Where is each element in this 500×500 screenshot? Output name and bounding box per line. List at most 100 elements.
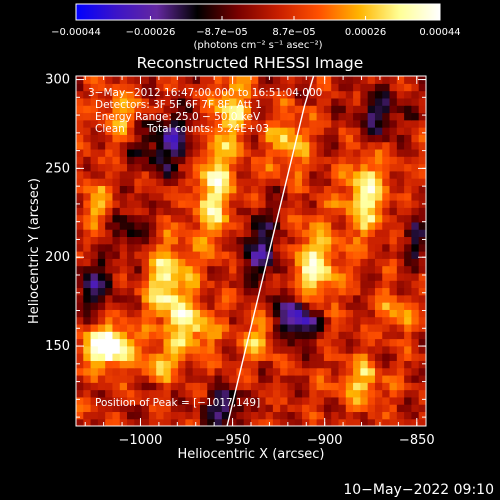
heatmap-cell bbox=[112, 156, 121, 165]
heatmap-cell bbox=[90, 265, 99, 274]
heatmap-cell bbox=[119, 221, 128, 230]
heatmap-cell bbox=[374, 404, 383, 413]
heatmap-cell bbox=[251, 316, 259, 325]
heatmap-cell bbox=[367, 265, 376, 274]
heatmap-cell bbox=[418, 229, 426, 238]
heatmap-cell bbox=[134, 338, 143, 347]
heatmap-cell bbox=[418, 243, 426, 252]
heatmap-cell bbox=[229, 199, 238, 208]
heatmap-cell bbox=[127, 214, 135, 223]
heatmap-cell bbox=[112, 272, 121, 281]
heatmap-cell bbox=[112, 134, 121, 143]
heatmap-cell bbox=[294, 418, 303, 426]
heatmap-cell bbox=[302, 280, 310, 289]
heatmap-cell bbox=[105, 170, 114, 179]
heatmap-cell bbox=[294, 280, 303, 289]
heatmap-cell bbox=[90, 345, 99, 354]
heatmap-cell bbox=[97, 236, 106, 245]
heatmap-cell bbox=[90, 411, 99, 420]
heatmap-cell bbox=[236, 287, 245, 296]
heatmap-cell bbox=[243, 163, 252, 172]
heatmap-cell bbox=[404, 316, 413, 325]
heatmap-cell bbox=[411, 214, 420, 223]
heatmap-cell bbox=[185, 389, 194, 398]
heatmap-cell bbox=[389, 280, 398, 289]
heatmap-cell bbox=[199, 258, 208, 267]
heatmap-cell bbox=[265, 163, 274, 172]
heatmap-cell bbox=[382, 360, 391, 369]
heatmap-cell bbox=[302, 221, 310, 230]
heatmap-cell bbox=[258, 76, 267, 84]
heatmap-cell bbox=[105, 272, 114, 281]
heatmap-cell bbox=[374, 141, 383, 150]
heatmap-cell bbox=[302, 199, 310, 208]
heatmap-cell bbox=[272, 345, 281, 354]
heatmap-cell bbox=[163, 199, 172, 208]
heatmap-cell bbox=[236, 338, 245, 347]
heatmap-cell bbox=[418, 178, 426, 186]
heatmap-cell bbox=[76, 309, 84, 318]
heatmap-cell bbox=[178, 345, 186, 354]
heatmap-cell bbox=[229, 382, 238, 391]
heatmap-cell bbox=[389, 396, 398, 405]
heatmap-cell bbox=[127, 367, 135, 376]
heatmap-cell bbox=[185, 105, 194, 114]
heatmap-cell bbox=[345, 192, 354, 201]
heatmap-cell bbox=[345, 280, 354, 289]
heatmap-cell bbox=[331, 280, 340, 289]
heatmap-cell bbox=[367, 192, 376, 201]
heatmap-cell bbox=[418, 338, 426, 347]
heatmap-cell bbox=[236, 207, 245, 216]
heatmap-cell bbox=[345, 265, 354, 274]
heatmap-cell bbox=[185, 338, 194, 347]
heatmap-cell bbox=[353, 309, 361, 318]
heatmap-cell bbox=[316, 170, 325, 179]
heatmap-cell bbox=[119, 141, 128, 150]
heatmap-cell bbox=[221, 323, 230, 332]
heatmap-cell bbox=[97, 316, 106, 325]
heatmap-cell bbox=[258, 127, 267, 135]
heatmap-cell bbox=[134, 353, 143, 361]
heatmap-cell bbox=[251, 323, 259, 332]
heatmap-cell bbox=[331, 148, 340, 157]
heatmap-cell bbox=[251, 105, 259, 114]
heatmap-cell bbox=[323, 331, 332, 340]
heatmap-cell bbox=[382, 105, 391, 114]
heatmap-cell bbox=[345, 272, 354, 281]
heatmap-cell bbox=[389, 404, 398, 413]
heatmap-cell bbox=[134, 76, 143, 84]
heatmap-cell bbox=[148, 309, 157, 318]
heatmap-cell bbox=[170, 148, 179, 157]
heatmap-cell bbox=[309, 287, 318, 296]
heatmap-cell bbox=[353, 156, 361, 165]
heatmap-cell bbox=[185, 251, 194, 259]
heatmap-cell bbox=[374, 178, 383, 186]
heatmap-cell bbox=[389, 287, 398, 296]
heatmap-cell bbox=[353, 389, 361, 398]
heatmap-cell bbox=[119, 127, 128, 135]
heatmap-cell bbox=[272, 163, 281, 172]
heatmap-cell bbox=[316, 418, 325, 426]
heatmap-cell bbox=[323, 309, 332, 318]
heatmap-cell bbox=[236, 119, 245, 128]
heatmap-cell bbox=[316, 345, 325, 354]
heatmap-cell bbox=[105, 338, 114, 347]
heatmap-cell bbox=[374, 389, 383, 398]
heatmap-cell bbox=[221, 367, 230, 376]
heatmap-cell bbox=[272, 243, 281, 252]
heatmap-cell bbox=[105, 287, 114, 296]
heatmap-cell bbox=[112, 221, 121, 230]
heatmap-cell bbox=[382, 389, 391, 398]
heatmap-cell bbox=[221, 163, 230, 172]
heatmap-cell bbox=[192, 76, 201, 84]
heatmap-cell bbox=[170, 294, 179, 303]
heatmap-cell bbox=[156, 105, 165, 114]
heatmap-cell bbox=[134, 229, 143, 238]
heatmap-cell bbox=[316, 192, 325, 201]
heatmap-cell bbox=[374, 105, 383, 114]
heatmap-cell bbox=[338, 280, 347, 289]
heatmap-cell bbox=[265, 97, 274, 106]
heatmap-cell bbox=[243, 148, 252, 157]
heatmap-cell bbox=[309, 214, 318, 223]
heatmap-cell bbox=[76, 353, 84, 361]
